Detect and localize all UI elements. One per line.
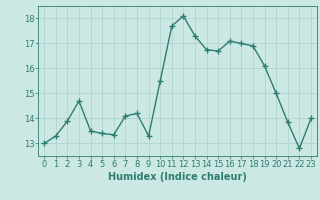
X-axis label: Humidex (Indice chaleur): Humidex (Indice chaleur) <box>108 172 247 182</box>
